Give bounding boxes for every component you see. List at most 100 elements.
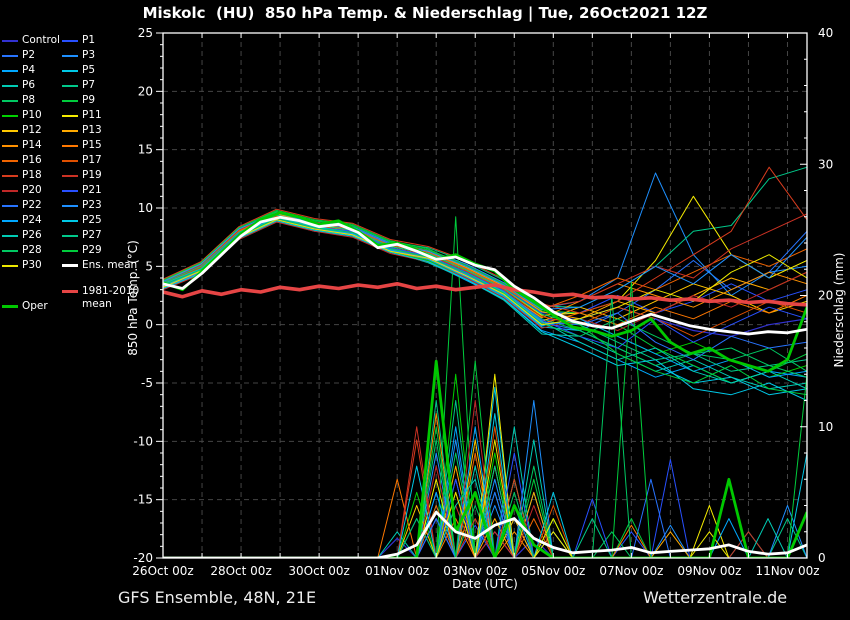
- y-right-tick-label: 30: [818, 157, 833, 171]
- temp-line-P27: [163, 214, 807, 372]
- legend-item: P20: [2, 183, 62, 198]
- legend-swatch: [62, 114, 78, 117]
- temp-line-P17: [163, 215, 807, 337]
- temp-line-P20: [163, 221, 807, 331]
- precip-line-P27: [163, 400, 807, 558]
- legend-label: P7: [82, 79, 96, 91]
- legend-label: P30: [22, 259, 42, 271]
- legend-label: P27: [82, 229, 102, 241]
- legend-item: P21: [62, 183, 139, 198]
- precip-line-P25: [163, 413, 807, 558]
- y-left-tick-label: 20: [138, 84, 153, 98]
- temp-line-Ens. mean: [163, 215, 807, 336]
- legend-item: P3: [62, 48, 139, 63]
- x-axis-title: Date (UTC): [452, 577, 518, 591]
- legend-item: P19: [62, 168, 139, 183]
- legend-swatch: [62, 249, 78, 252]
- x-tick-label: 05Nov 00z: [521, 564, 585, 578]
- legend-swatch: [2, 159, 18, 162]
- legend-label: Ens. mean: [82, 259, 138, 271]
- precip-line-P26: [163, 439, 807, 558]
- temp-line-P28: [163, 218, 807, 378]
- legend-column-1: Control P2 P4 P6 P8 P10 P12 P14 P16 P18 P20 P22 P24 P…: [2, 33, 62, 314]
- legend-swatch: [2, 174, 18, 177]
- legend-label: P1: [82, 34, 96, 46]
- legend-label: P17: [82, 154, 102, 166]
- temp-line-P15: [163, 219, 807, 326]
- temp-line-P25: [163, 220, 807, 401]
- y-left-tick-label: 0: [145, 318, 153, 332]
- legend-swatch: [2, 189, 18, 192]
- x-tick-label: 03Nov 00z: [443, 564, 507, 578]
- precip-line-P16: [163, 452, 807, 558]
- legend-item: P29: [62, 243, 139, 258]
- x-tick-label: 28Oct 00z: [210, 564, 271, 578]
- y-left-tick-label: 25: [138, 26, 153, 40]
- x-tick-label: 11Nov 00z: [755, 564, 819, 578]
- legend-swatch: [62, 264, 78, 267]
- legend-item: Oper: [2, 299, 62, 314]
- legend-swatch: [2, 204, 18, 207]
- legend-swatch: [2, 219, 18, 222]
- temp-line-P6: [163, 221, 807, 390]
- y-left-tick-label: -10: [133, 434, 153, 448]
- temp-line-P24: [163, 218, 807, 378]
- precip-line-P18: [163, 439, 807, 558]
- legend-item: P23: [62, 198, 139, 213]
- y-right-tick-label: 20: [818, 289, 833, 303]
- legend-item: P22: [2, 198, 62, 213]
- legend-label: P12: [22, 124, 42, 136]
- legend-swatch: [62, 219, 78, 222]
- precip-line-P30: [163, 439, 807, 558]
- legend-label: Control: [22, 34, 60, 46]
- legend-label: P2: [22, 49, 36, 61]
- legend-swatch: [62, 69, 78, 72]
- legend-label: P4: [22, 64, 36, 76]
- precip-line-P5: [163, 386, 807, 558]
- legend-item: P12: [2, 123, 62, 138]
- legend-label: P28: [22, 244, 42, 256]
- legend-label: P13: [82, 124, 102, 136]
- legend-label: P24: [22, 214, 42, 226]
- legend-item: P15: [62, 138, 139, 153]
- legend-item: P8: [2, 93, 62, 108]
- legend-swatch: [2, 84, 18, 87]
- temp-line-P9: [163, 209, 807, 384]
- precip-line-Ens. mean: [163, 510, 807, 558]
- legend-item: P27: [62, 228, 139, 243]
- temp-line-P11: [163, 195, 807, 316]
- legend-item: P11: [62, 108, 139, 123]
- legend-label: P5: [82, 64, 96, 76]
- legend-item: P28: [2, 243, 62, 258]
- legend-swatch: [2, 264, 18, 267]
- temp-line-1981-2010 mean: [163, 281, 807, 307]
- legend-item: Ens. mean: [62, 258, 139, 273]
- y-left-tick-label: 10: [138, 201, 153, 215]
- legend-label: P26: [22, 229, 42, 241]
- legend-label: P18: [22, 169, 42, 181]
- precip-line-P11: [163, 373, 807, 558]
- legend-label: P15: [82, 139, 102, 151]
- y-left-tick-label: 5: [145, 259, 153, 273]
- legend-label: P3: [82, 49, 96, 61]
- y-left-tick-label: -20: [133, 551, 153, 565]
- legend-label: P21: [82, 184, 102, 196]
- legend-swatch: [62, 189, 78, 192]
- y-axis-left-title: 850 hPa Temp. (°C): [126, 240, 140, 356]
- temp-line-P10: [163, 219, 807, 378]
- axis-ticks: [156, 32, 807, 559]
- temp-line-P5: [163, 218, 807, 396]
- legend-item: P30: [2, 258, 62, 273]
- precip-line-Oper: [163, 359, 807, 558]
- legend-label: P20: [22, 184, 42, 196]
- legend-item: P10: [2, 108, 62, 123]
- precip-line-P19: [163, 426, 807, 558]
- legend-swatch: [2, 99, 18, 102]
- legend-item: P4: [2, 63, 62, 78]
- legend-swatch: [62, 290, 78, 293]
- legend-label: P22: [22, 199, 42, 211]
- legend-swatch: [62, 144, 78, 147]
- legend-item: P2: [2, 48, 62, 63]
- precip-line-P1: [163, 491, 807, 558]
